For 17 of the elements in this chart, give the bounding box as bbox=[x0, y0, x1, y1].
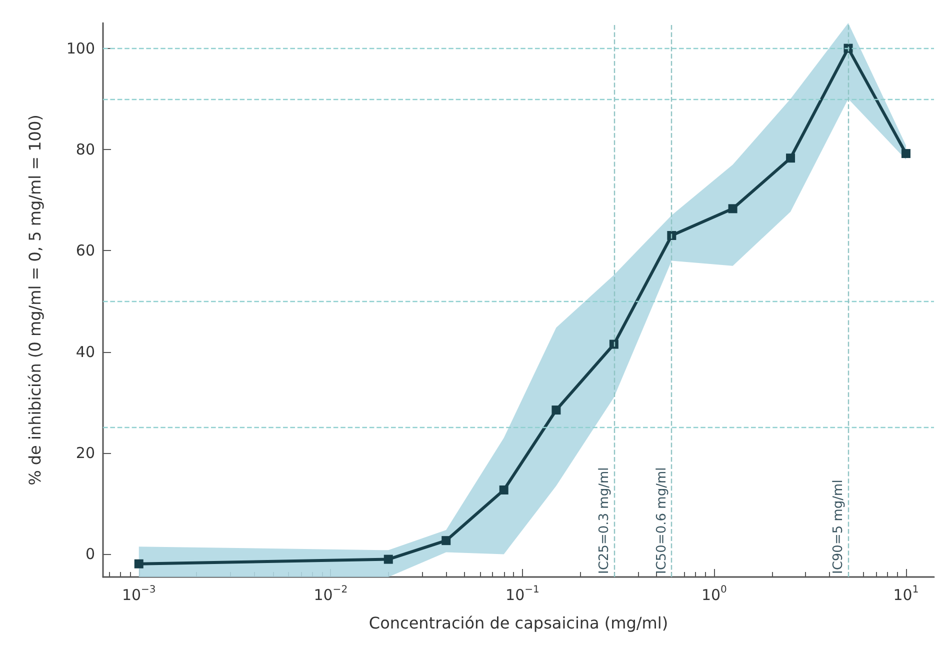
y-tick-label: 100 bbox=[66, 39, 95, 58]
point bbox=[728, 204, 738, 214]
ref-line-label: IC90=5 mg/ml bbox=[831, 480, 846, 574]
point bbox=[499, 485, 508, 494]
y-axis-title: % de inhibición (0 mg/ml = 0, 5 mg/ml = 100) bbox=[26, 114, 44, 486]
y-tick-label: 80 bbox=[76, 140, 95, 158]
y-tick-label: 40 bbox=[76, 342, 95, 361]
ref-line-label: IC50=0.6 mg/ml bbox=[654, 467, 670, 574]
point bbox=[786, 154, 796, 163]
y-tick-label: 60 bbox=[76, 242, 95, 260]
x-axis-title: Concentración de capsaicina (mg/ml) bbox=[368, 614, 668, 632]
point bbox=[901, 149, 910, 158]
point bbox=[384, 554, 393, 564]
y-tick-label: 0 bbox=[85, 545, 95, 564]
y-tick-label: 20 bbox=[76, 444, 95, 462]
ref-line-label: IC25=0.3 mg/ml bbox=[596, 467, 612, 574]
point bbox=[442, 536, 451, 546]
